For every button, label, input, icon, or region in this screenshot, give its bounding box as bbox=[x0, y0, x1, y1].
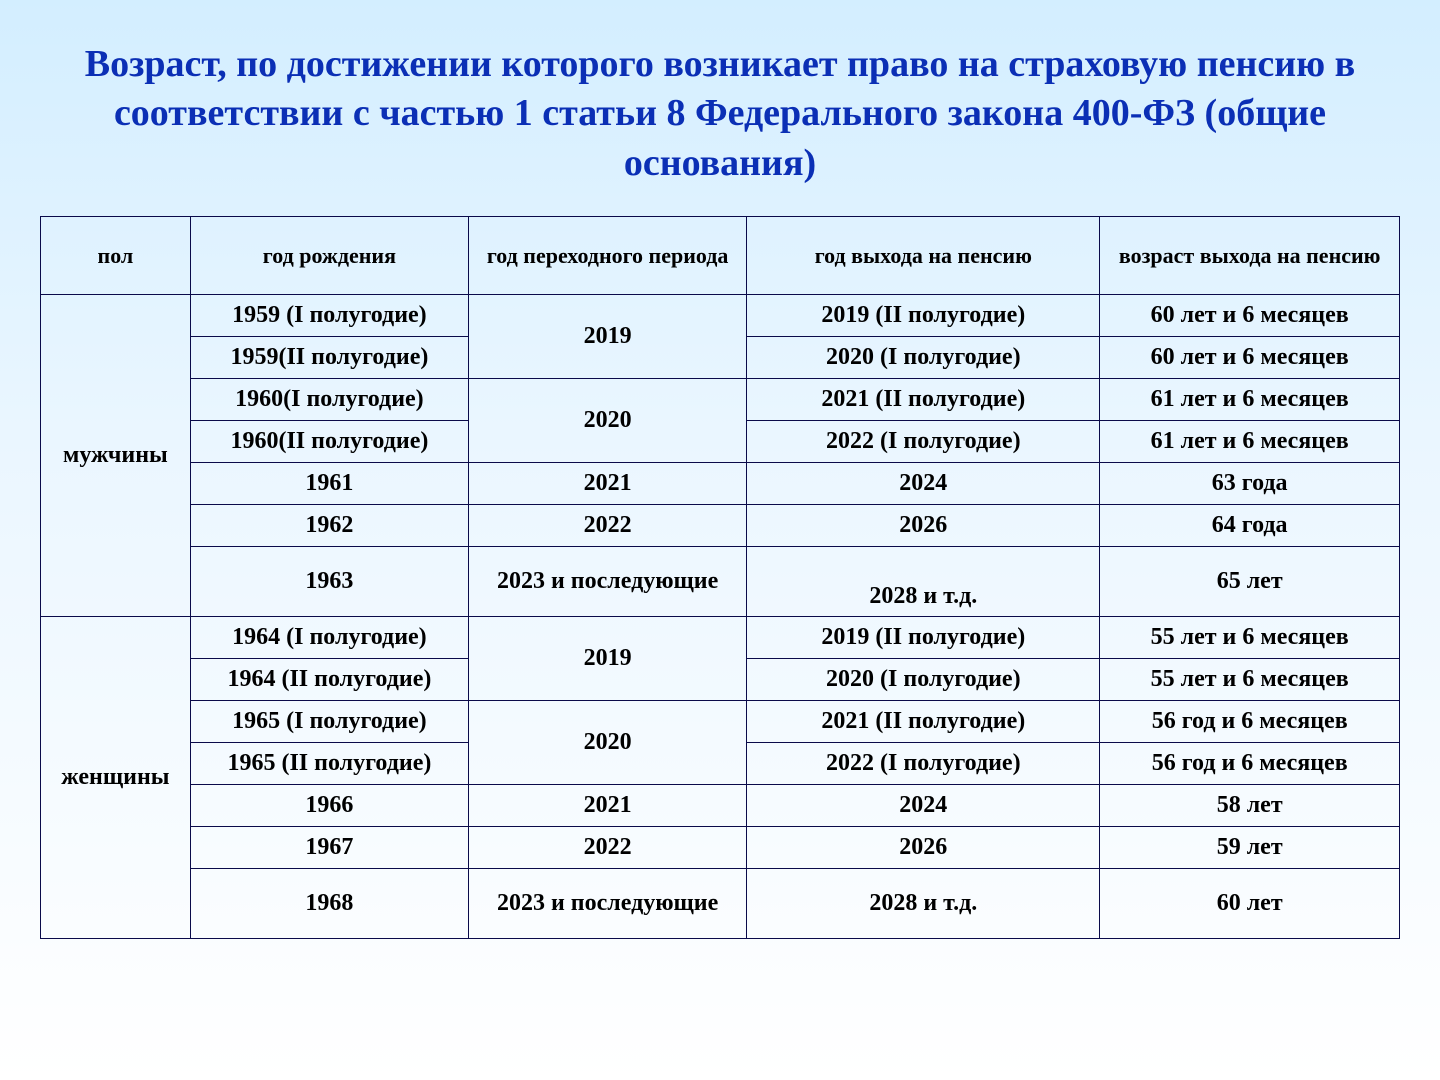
group-women: женщины bbox=[41, 617, 191, 939]
cell-age: 60 лет bbox=[1100, 869, 1400, 939]
cell-retire: 2024 bbox=[747, 463, 1100, 505]
table-row: 1966 2021 2024 58 лет bbox=[41, 785, 1400, 827]
cell-birth: 1965 (II полугодие) bbox=[190, 743, 468, 785]
cell-retire: 2026 bbox=[747, 505, 1100, 547]
page-title: Возраст, по достижении которого возникае… bbox=[70, 40, 1370, 188]
cell-retire: 2024 bbox=[747, 785, 1100, 827]
cell-birth: 1962 bbox=[190, 505, 468, 547]
cell-age: 56 год и 6 месяцев bbox=[1100, 701, 1400, 743]
cell-period: 2023 и последующие bbox=[469, 869, 747, 939]
cell-retire: 2019 (II полугодие) bbox=[747, 295, 1100, 337]
cell-period: 2020 bbox=[469, 379, 747, 463]
cell-birth: 1959 (I полугодие) bbox=[190, 295, 468, 337]
cell-age: 60 лет и 6 месяцев bbox=[1100, 337, 1400, 379]
group-men: мужчины bbox=[41, 295, 191, 617]
cell-age: 60 лет и 6 месяцев bbox=[1100, 295, 1400, 337]
cell-retire: 2026 bbox=[747, 827, 1100, 869]
cell-period: 2021 bbox=[469, 785, 747, 827]
cell-birth: 1960(II полугодие) bbox=[190, 421, 468, 463]
cell-birth: 1963 bbox=[190, 547, 468, 617]
cell-retire: 2020 (I полугодие) bbox=[747, 337, 1100, 379]
cell-birth: 1964 (II полугодие) bbox=[190, 659, 468, 701]
cell-age: 63 года bbox=[1100, 463, 1400, 505]
cell-age: 55 лет и 6 месяцев bbox=[1100, 659, 1400, 701]
cell-period: 2022 bbox=[469, 827, 747, 869]
col-birth-year: год рождения bbox=[190, 217, 468, 295]
cell-age: 61 лет и 6 месяцев bbox=[1100, 421, 1400, 463]
table-row: 1960(I полугодие) 2020 2021 (II полугоди… bbox=[41, 379, 1400, 421]
cell-age: 61 лет и 6 месяцев bbox=[1100, 379, 1400, 421]
table-row: 1965 (I полугодие) 2020 2021 (II полугод… bbox=[41, 701, 1400, 743]
cell-retire: 2028 и т.д. bbox=[747, 869, 1100, 939]
cell-birth: 1965 (I полугодие) bbox=[190, 701, 468, 743]
table-row: 1968 2023 и последующие 2028 и т.д. 60 л… bbox=[41, 869, 1400, 939]
pension-age-table: пол год рождения год переходного периода… bbox=[40, 216, 1400, 939]
cell-retire: 2019 (II полугодие) bbox=[747, 617, 1100, 659]
table-row: 1962 2022 2026 64 года bbox=[41, 505, 1400, 547]
cell-age: 64 года bbox=[1100, 505, 1400, 547]
cell-retire: 2021 (II полугодие) bbox=[747, 701, 1100, 743]
cell-period: 2020 bbox=[469, 701, 747, 785]
cell-retire: 2020 (I полугодие) bbox=[747, 659, 1100, 701]
cell-retire: 2022 (I полугодие) bbox=[747, 421, 1100, 463]
cell-retire: 2028 и т.д. bbox=[747, 547, 1100, 617]
cell-period: 2021 bbox=[469, 463, 747, 505]
table-row: женщины 1964 (I полугодие) 2019 2019 (II… bbox=[41, 617, 1400, 659]
cell-period: 2019 bbox=[469, 295, 747, 379]
cell-retire: 2021 (II полугодие) bbox=[747, 379, 1100, 421]
cell-birth: 1960(I полугодие) bbox=[190, 379, 468, 421]
cell-birth: 1967 bbox=[190, 827, 468, 869]
col-retire-age: возраст выхода на пенсию bbox=[1100, 217, 1400, 295]
col-retire-year: год выхода на пенсию bbox=[747, 217, 1100, 295]
cell-age: 55 лет и 6 месяцев bbox=[1100, 617, 1400, 659]
cell-age: 65 лет bbox=[1100, 547, 1400, 617]
table-header-row: пол год рождения год переходного периода… bbox=[41, 217, 1400, 295]
cell-period: 2022 bbox=[469, 505, 747, 547]
cell-age: 56 год и 6 месяцев bbox=[1100, 743, 1400, 785]
cell-birth: 1964 (I полугодие) bbox=[190, 617, 468, 659]
table-row: 1967 2022 2026 59 лет bbox=[41, 827, 1400, 869]
cell-birth: 1968 bbox=[190, 869, 468, 939]
cell-age: 59 лет bbox=[1100, 827, 1400, 869]
table-row: 1963 2023 и последующие 2028 и т.д. 65 л… bbox=[41, 547, 1400, 617]
cell-birth: 1959(II полугодие) bbox=[190, 337, 468, 379]
col-gender: пол bbox=[41, 217, 191, 295]
table-row: мужчины 1959 (I полугодие) 2019 2019 (II… bbox=[41, 295, 1400, 337]
cell-birth: 1961 bbox=[190, 463, 468, 505]
cell-age: 58 лет bbox=[1100, 785, 1400, 827]
col-transition: год переходного периода bbox=[469, 217, 747, 295]
cell-period: 2023 и последующие bbox=[469, 547, 747, 617]
table-row: 1961 2021 2024 63 года bbox=[41, 463, 1400, 505]
cell-retire: 2022 (I полугодие) bbox=[747, 743, 1100, 785]
cell-period: 2019 bbox=[469, 617, 747, 701]
cell-birth: 1966 bbox=[190, 785, 468, 827]
